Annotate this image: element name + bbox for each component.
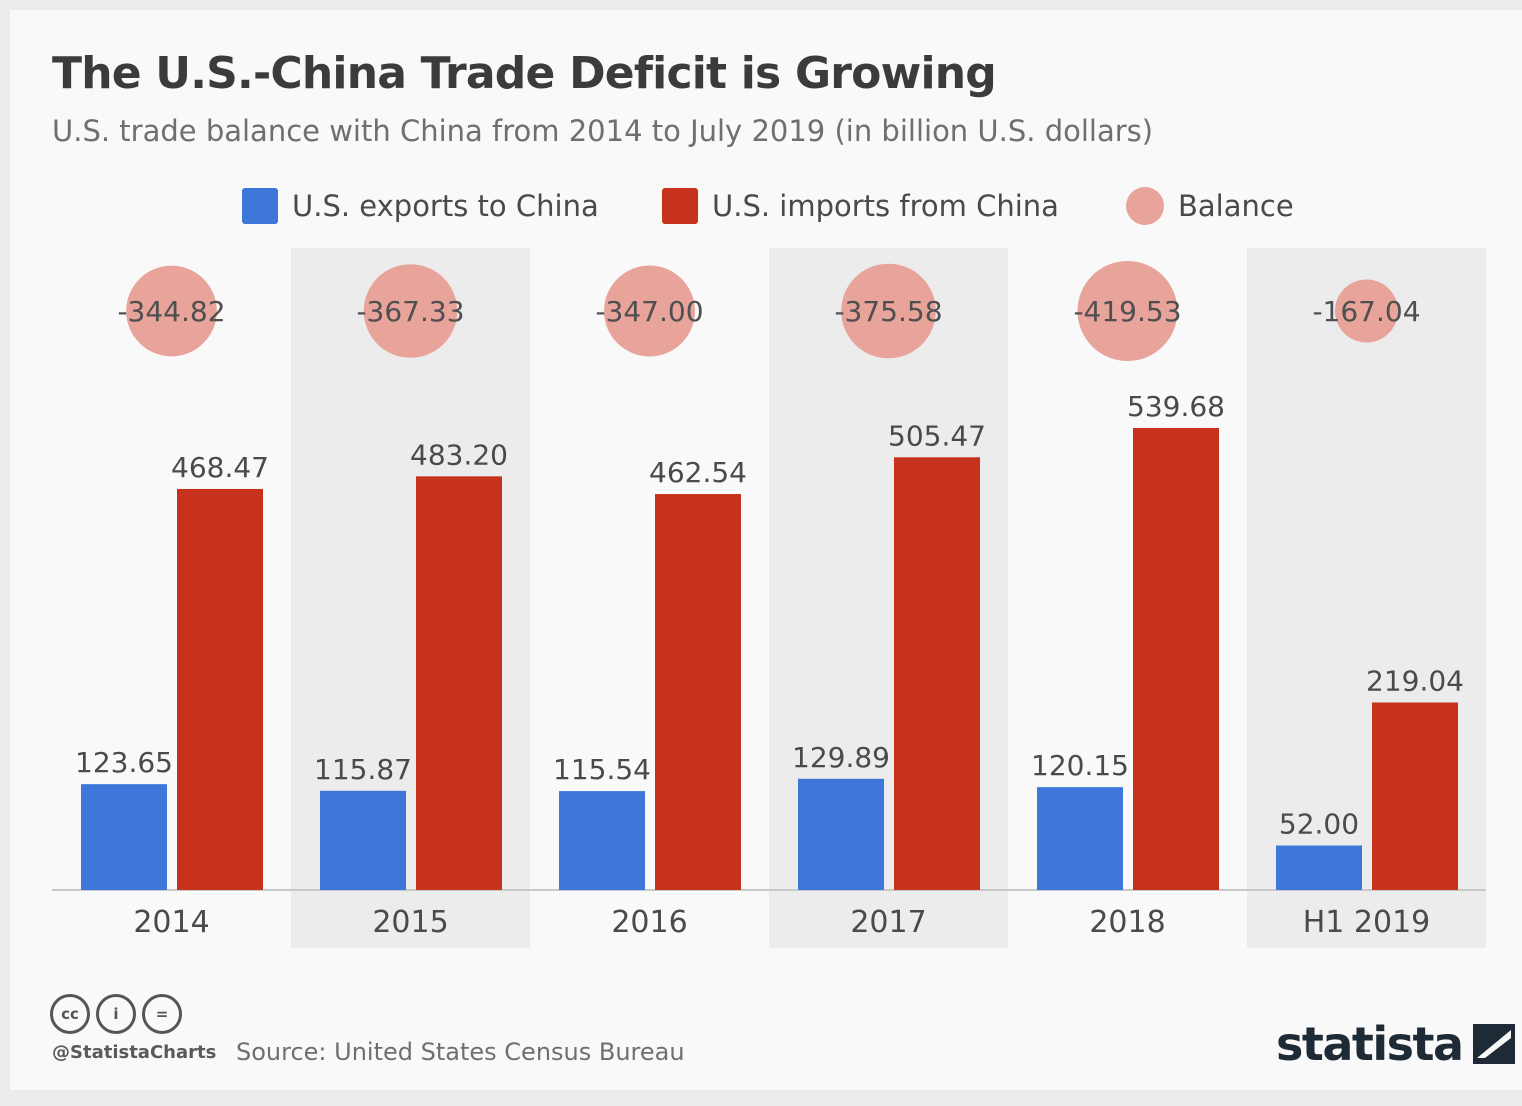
no-derivatives-icon: = xyxy=(142,994,182,1034)
balance-label: -367.33 xyxy=(356,295,464,328)
value-label-imports: 483.20 xyxy=(410,438,508,471)
balance-bubble xyxy=(604,265,695,357)
statista-brand[interactable]: statista xyxy=(1276,1016,1515,1072)
balance-label: -167.04 xyxy=(1312,295,1420,328)
value-label-exports: 115.54 xyxy=(553,753,651,786)
balance-label: -375.58 xyxy=(834,295,942,328)
brand-wordmark: statista xyxy=(1276,1017,1464,1071)
category-label: H1 2019 xyxy=(1303,905,1431,940)
license-icons: cc i = xyxy=(50,994,188,1034)
legend-item-balance: Balance xyxy=(1126,186,1294,226)
bar-imports xyxy=(1372,702,1458,890)
attribution-icon: i xyxy=(96,994,136,1034)
balance-label: -344.82 xyxy=(117,295,225,328)
statista-logo-icon xyxy=(1472,1024,1515,1064)
bar-exports xyxy=(1037,787,1123,890)
category-label: 2017 xyxy=(850,905,926,940)
legend-item-exports: U.S. exports to China xyxy=(242,186,599,226)
balance-label: -419.53 xyxy=(1073,295,1181,328)
balance-bubble xyxy=(1334,279,1399,343)
bar-exports xyxy=(320,790,406,890)
balance-bubble xyxy=(1077,261,1178,361)
legend-label-exports: U.S. exports to China xyxy=(292,189,599,223)
value-label-exports: 120.15 xyxy=(1031,749,1129,782)
bar-imports xyxy=(894,457,980,890)
legend-label-balance: Balance xyxy=(1178,189,1294,223)
legend-swatch-balance xyxy=(1126,187,1164,225)
bar-imports xyxy=(177,488,263,890)
category-label: 2014 xyxy=(133,905,209,940)
bar-imports xyxy=(1133,428,1219,890)
value-label-imports: 505.47 xyxy=(888,419,986,452)
bar-imports xyxy=(416,476,502,890)
value-label-imports: 219.04 xyxy=(1366,664,1464,697)
category-label: 2016 xyxy=(611,905,687,940)
legend-label-imports: U.S. imports from China xyxy=(712,189,1059,223)
value-label-exports: 129.89 xyxy=(792,741,890,774)
legend-swatch-exports xyxy=(242,188,278,224)
bar-exports xyxy=(798,778,884,890)
balance-bubble xyxy=(126,265,217,357)
value-label-exports: 52.00 xyxy=(1279,807,1359,840)
bar-exports xyxy=(559,791,645,890)
value-label-imports: 468.47 xyxy=(171,451,269,484)
chart-title: The U.S.-China Trade Deficit is Growing xyxy=(52,48,997,99)
value-label-imports: 539.68 xyxy=(1127,390,1225,423)
balance-label: -347.00 xyxy=(595,295,703,328)
cc-icon: cc xyxy=(50,994,90,1034)
value-label-imports: 462.54 xyxy=(649,456,747,489)
chart-subtitle: U.S. trade balance with China from 2014 … xyxy=(52,114,1154,148)
balance-bubble xyxy=(841,263,936,359)
value-label-exports: 115.87 xyxy=(314,753,412,786)
balance-bubble xyxy=(363,264,458,358)
category-label: 2015 xyxy=(372,905,448,940)
statista-handle: @StatistaCharts xyxy=(52,1042,217,1063)
legend-swatch-imports xyxy=(662,188,698,224)
bar-imports xyxy=(655,494,741,890)
legend-item-imports: U.S. imports from China xyxy=(662,186,1059,226)
category-label: 2018 xyxy=(1089,905,1165,940)
value-label-exports: 123.65 xyxy=(75,746,173,779)
source-note: Source: United States Census Bureau xyxy=(236,1038,685,1066)
bar-exports xyxy=(81,784,167,890)
bar-exports xyxy=(1276,845,1362,890)
